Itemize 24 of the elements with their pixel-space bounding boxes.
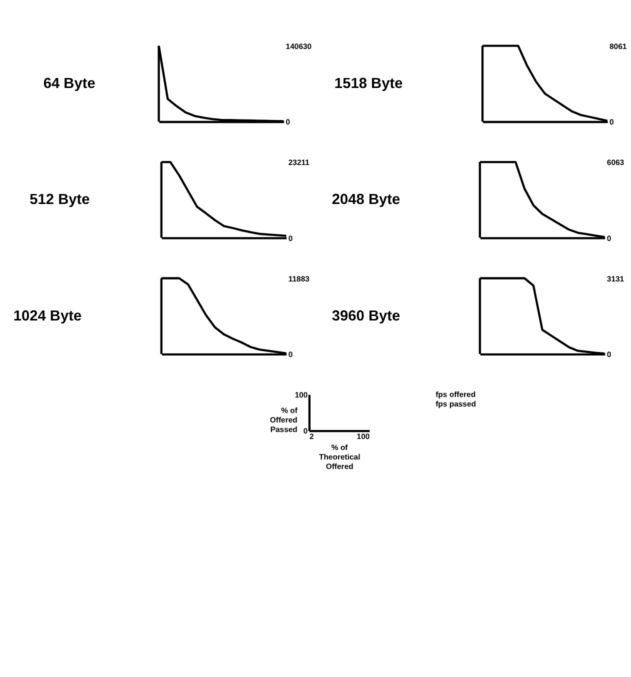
y-tick-label: 0 [288, 350, 293, 360]
text: 512 Byte [30, 192, 90, 208]
text: 1024 Byte [13, 308, 82, 324]
y-tick-label: 11883 [288, 274, 310, 284]
text: 100 [356, 432, 370, 441]
y-tick-label: 3131 [606, 274, 625, 284]
y-tick-label: 23211 [288, 158, 310, 168]
y-tick-label: 0 [609, 118, 614, 127]
text: % of Offered Passed [270, 406, 298, 434]
y-tick-label: 140630 [286, 42, 312, 51]
text: % of Theoretical Offered [318, 442, 360, 471]
text: 64 Byte [43, 76, 96, 92]
text: 2048 Byte [332, 192, 400, 208]
text: 1518 Byte [334, 76, 403, 92]
y-tick-label: 0 [606, 234, 612, 243]
y-tick-label: 0 [288, 234, 293, 243]
text: fps offered fps passed [436, 390, 476, 409]
y-tick-label: 8061 [609, 42, 628, 51]
y-tick-label: 0 [286, 118, 290, 127]
text: 100 [294, 390, 308, 400]
text: 2 [309, 432, 314, 441]
y-tick-label: 6063 [606, 158, 625, 168]
y-tick-label: 0 [606, 350, 612, 360]
text: 3960 Byte [332, 308, 400, 324]
